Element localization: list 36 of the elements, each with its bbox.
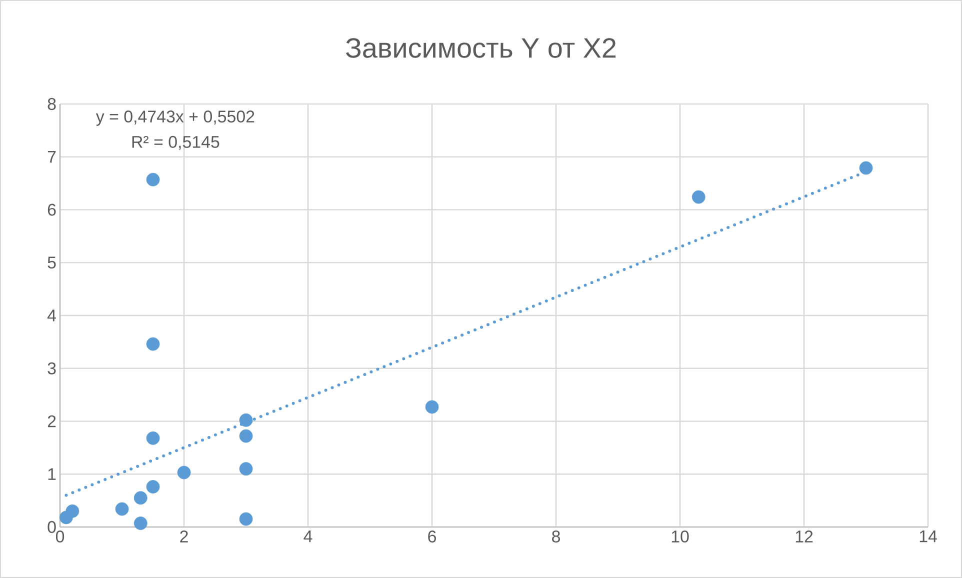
x-tick-label: 14: [920, 530, 937, 542]
point: [146, 337, 160, 351]
point: [239, 413, 253, 427]
x-tick-label: 0: [56, 530, 64, 543]
point: [425, 400, 439, 414]
x-tick-label: 2: [180, 530, 188, 542]
y-tick-label: 6: [48, 204, 56, 216]
point: [177, 466, 191, 480]
x-tick-label: 12: [796, 530, 813, 542]
chart-title: Зависимость Y от X2: [346, 38, 616, 58]
y-tick-label: 5: [48, 256, 56, 269]
y-tick-label: 8: [48, 98, 56, 110]
y-tick-label: 7: [48, 151, 56, 163]
y-tick-label: 0: [48, 520, 56, 533]
point: [692, 190, 706, 204]
y-tick-label: 2: [48, 415, 56, 428]
y-tick-label: 4: [47, 310, 56, 322]
annotation: R² = 0,5145: [132, 136, 220, 150]
x-tick-label: 10: [672, 530, 689, 543]
x-tick-label: 4: [304, 530, 312, 542]
point: [134, 516, 148, 530]
point: [66, 504, 80, 518]
point: [146, 431, 160, 445]
point: [146, 480, 160, 494]
point: [239, 462, 253, 476]
y-tick-label: 3: [48, 362, 56, 374]
y-tick-label: 1: [48, 468, 56, 480]
x-tick-label: 6: [428, 530, 436, 543]
point: [239, 512, 253, 526]
point: [146, 172, 160, 186]
x-tick-label: 8: [552, 530, 560, 543]
point: [239, 429, 253, 443]
annotation: y = 0,4743x + 0,5502: [96, 110, 254, 126]
point: [134, 491, 148, 505]
point: [115, 502, 129, 516]
point: [859, 161, 873, 175]
